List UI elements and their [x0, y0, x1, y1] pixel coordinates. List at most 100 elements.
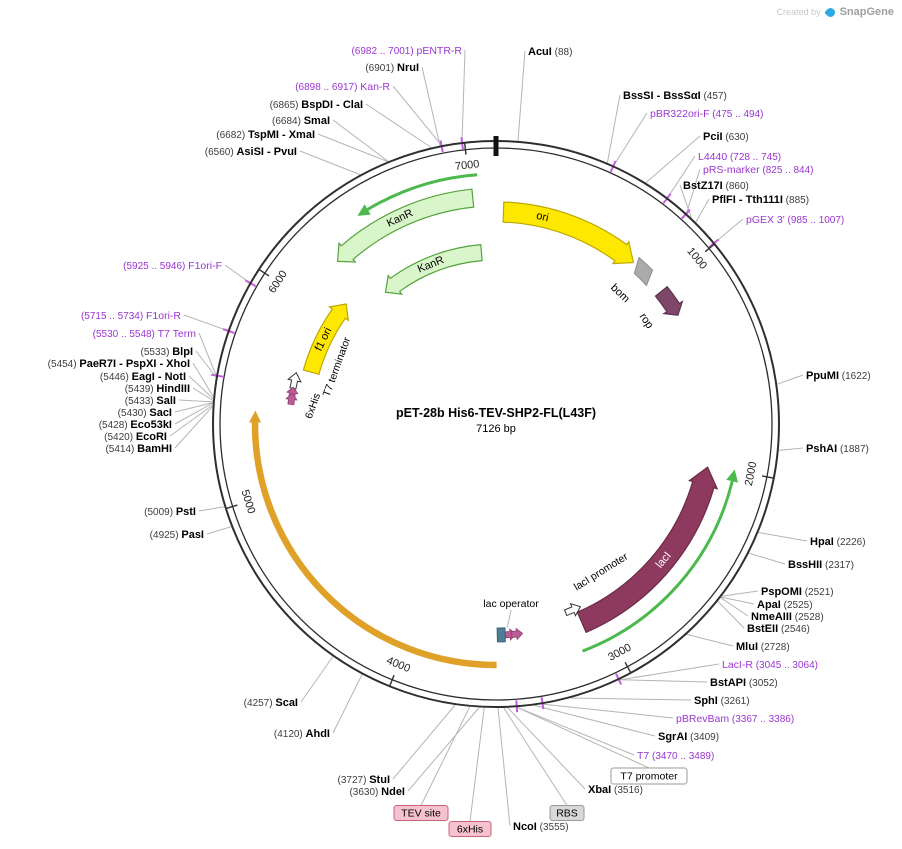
- his6-left-label[interactable]: 6xHis: [303, 392, 323, 421]
- tev-site-badge[interactable]: [393, 805, 449, 821]
- leader-SgrAI: [534, 704, 656, 737]
- site-label-XbaI[interactable]: XbaI (3516): [588, 784, 643, 796]
- feature-KanR-inner[interactable]: [384, 243, 483, 295]
- rbs-badge-label[interactable]: RBS: [556, 808, 578, 820]
- site-label-pRS-marker[interactable]: pRS-marker (825 .. 844): [703, 164, 814, 176]
- tick-6000: [258, 268, 270, 277]
- t7-promoter-badge-label[interactable]: T7 promoter: [620, 771, 678, 783]
- leader-PpuMI: [777, 374, 804, 385]
- site-label-Kan-R[interactable]: (6898 .. 6917) Kan-R: [295, 81, 390, 93]
- site-label-BssSI-BssSaI[interactable]: BssSI - BssSαI (457): [623, 90, 727, 102]
- feature-lacI-orf-frame-arrowhead[interactable]: [726, 469, 738, 483]
- site-label-PpuMI[interactable]: PpuMI (1622): [806, 370, 871, 382]
- his6-badge[interactable]: [448, 821, 492, 837]
- mark-laci-promoter-glyph[interactable]: [563, 601, 583, 619]
- feature-kanr-orf-frame-arrowhead[interactable]: [357, 204, 371, 216]
- mark-lac-operator-m2[interactable]: [510, 627, 524, 641]
- site-label-LacI-R[interactable]: LacI-R (3045 .. 3064): [722, 659, 818, 671]
- site-label-ScaI[interactable]: (4257) ScaI: [244, 697, 298, 709]
- feature-bom[interactable]: [633, 256, 654, 287]
- site-label-L4440[interactable]: L4440 (728 .. 745): [698, 151, 781, 163]
- site-label-BssHII[interactable]: BssHII (2317): [788, 559, 854, 571]
- site-label-F1ori-R[interactable]: (5715 .. 5734) F1ori-R: [81, 310, 181, 322]
- site-label-ApaI[interactable]: ApaI (2525): [757, 599, 813, 611]
- mark-t7-terminator-glyph[interactable]: [287, 371, 303, 390]
- site-label-EcoRI[interactable]: (5420) EcoRI: [104, 431, 167, 443]
- site-label-AhdI[interactable]: (4120) AhdI: [274, 728, 330, 740]
- feature-shp2-cds-arrowhead[interactable]: [249, 410, 261, 423]
- site-label-pENTR-R[interactable]: (6982 .. 7001) pENTR-R: [351, 45, 462, 57]
- site-label-MluI[interactable]: MluI (2728): [736, 641, 790, 653]
- site-label-PspOMI[interactable]: PspOMI (2521): [761, 586, 834, 598]
- feature-label-ori[interactable]: ori: [535, 210, 550, 224]
- leader-L4440: [667, 155, 696, 198]
- site-label-TspMI-XmaI[interactable]: (6682) TspMI - XmaI: [216, 129, 315, 141]
- site-label-Eco53kI[interactable]: (5428) Eco53kI: [99, 419, 172, 431]
- feature-lacI[interactable]: [576, 466, 719, 634]
- site-label-StuI[interactable]: (3727) StuI: [338, 774, 390, 786]
- tev-site-badge-label[interactable]: TEV site: [401, 808, 441, 820]
- site-label-BamHI[interactable]: (5414) BamHI: [105, 443, 172, 455]
- site-label-NruI[interactable]: (6901) NruI: [365, 62, 419, 74]
- site-label-HindIII[interactable]: (5439) HindIII: [125, 383, 190, 395]
- mark-rbs-glyph[interactable]: [496, 627, 506, 643]
- tick-label-5000: 5000: [239, 488, 258, 515]
- rbs-badge[interactable]: [549, 805, 585, 821]
- feature-ori[interactable]: [502, 201, 635, 265]
- leader-EagI-NotI: [188, 375, 214, 399]
- site-label-NmeAIII[interactable]: NmeAIII (2528): [751, 611, 824, 623]
- leader-StuI: [392, 704, 456, 780]
- feature-lacI-orf-frame[interactable]: [581, 480, 734, 653]
- site-label-SphI[interactable]: SphI (3261): [694, 695, 750, 707]
- site-label-T7-Term[interactable]: (5530 .. 5548) T7 Term: [93, 328, 197, 340]
- feature-rop[interactable]: [654, 285, 684, 316]
- feature-f1-ori[interactable]: [302, 303, 350, 376]
- site-label-EagI-NotI[interactable]: (5446) EagI - NotI: [100, 371, 186, 383]
- feature-label-rop[interactable]: rop: [637, 311, 656, 331]
- leader-EcoRI: [169, 404, 213, 437]
- site-label-BstAPI[interactable]: BstAPI (3052): [710, 677, 778, 689]
- t7-promoter-badge[interactable]: [610, 767, 688, 785]
- site-label-PciI[interactable]: PciI (630): [703, 131, 749, 143]
- site-label-SmaI[interactable]: (6684) SmaI: [272, 115, 330, 127]
- tick-5000: [225, 504, 238, 510]
- feature-shp2-cds[interactable]: [251, 422, 497, 669]
- site-label-BlpI[interactable]: (5533) BlpI: [141, 346, 193, 358]
- site-label-NdeI[interactable]: (3630) NdeI: [349, 786, 405, 798]
- leader-AsiSI-PvuI: [299, 150, 361, 176]
- tick-label-4000: 4000: [385, 655, 412, 675]
- site-label-AcuI[interactable]: AcuI (88): [528, 46, 572, 58]
- feature-kanr-orf-frame[interactable]: [366, 173, 478, 211]
- snapgene-brand: SnapGene: [839, 6, 894, 18]
- feature-KanR-outer[interactable]: [336, 188, 475, 263]
- site-label-HpaI[interactable]: HpaI (2226): [810, 536, 866, 548]
- site-label-BstZ17I[interactable]: BstZ17I (860): [683, 180, 749, 192]
- site-label-lac-operator[interactable]: lac operator: [483, 598, 539, 610]
- site-label-pBR322ori-F[interactable]: pBR322ori-F (475 .. 494): [650, 108, 763, 120]
- his6-badge-label[interactable]: 6xHis: [457, 824, 483, 836]
- site-label-PflFI-Tth111I[interactable]: PflFI - Tth111I (885): [712, 194, 809, 206]
- site-label-pGEX-3[interactable]: pGEX 3' (985 .. 1007): [746, 214, 844, 226]
- tick-label-2000: 2000: [743, 461, 759, 487]
- tick-3000: [624, 661, 632, 674]
- site-label-F1ori-F[interactable]: (5925 .. 5946) F1ori-F: [123, 260, 222, 272]
- site-label-PaeR7I-PspXI-XhoI[interactable]: (5454) PaeR7I - PspXI - XhoI: [48, 358, 190, 370]
- site-label-NcoI[interactable]: NcoI (3555): [513, 821, 569, 833]
- mark-his6-left-m2[interactable]: [285, 392, 298, 406]
- site-label-PstI[interactable]: (5009) PstI: [144, 506, 196, 518]
- backbone-outer-circle: [212, 140, 780, 708]
- feature-label-bom[interactable]: bom: [608, 282, 632, 305]
- site-label-AsiSI-PvuI[interactable]: (6560) AsiSI - PvuI: [205, 146, 297, 158]
- tick-7000: [463, 142, 467, 155]
- leader-PstI: [198, 506, 225, 512]
- site-label-PasI[interactable]: (4925) PasI: [150, 529, 204, 541]
- site-label-SgrAI[interactable]: SgrAI (3409): [658, 731, 719, 743]
- site-label-SalI[interactable]: (5433) SalI: [125, 395, 176, 407]
- site-label-T7[interactable]: T7 (3470 .. 3489): [637, 750, 714, 762]
- site-label-pBRevBam[interactable]: pBRevBam (3367 .. 3386): [676, 713, 794, 725]
- leader-BssHII: [748, 552, 786, 565]
- site-label-PshAI[interactable]: PshAI (1887): [806, 443, 869, 455]
- site-label-SacI[interactable]: (5430) SacI: [118, 407, 172, 419]
- site-label-BstEII[interactable]: BstEII (2546): [747, 623, 810, 635]
- site-label-BspDI-ClaI[interactable]: (6865) BspDI - ClaI: [270, 99, 363, 111]
